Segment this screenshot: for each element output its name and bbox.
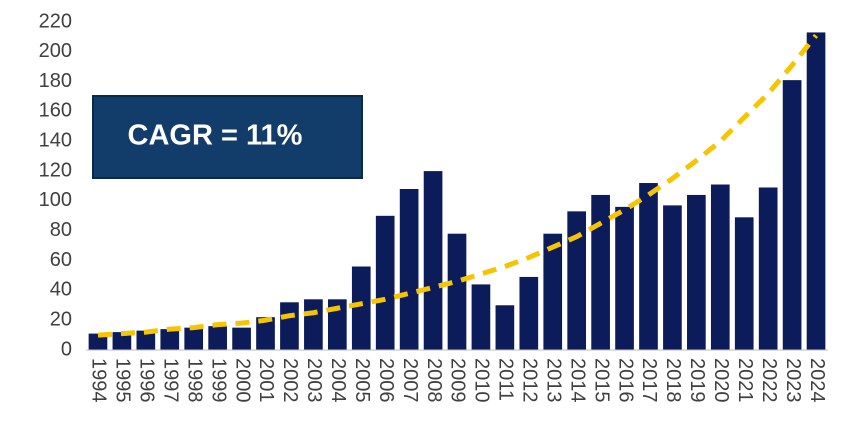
bar — [806, 32, 826, 350]
y-tick-label: 160 — [39, 100, 72, 122]
x-tick-label: 2017 — [638, 358, 660, 403]
y-tick-label: 0 — [61, 338, 72, 360]
bar — [232, 327, 251, 350]
x-tick-label: 1999 — [207, 358, 229, 403]
bar — [591, 194, 610, 350]
x-tick-label: 2021 — [734, 358, 756, 403]
x-tick-label: 2016 — [614, 358, 636, 403]
y-tick-label: 20 — [50, 308, 72, 330]
trend-line — [97, 33, 818, 338]
annotation: CAGR = 11% — [128, 120, 303, 152]
x-tick-label: 1994 — [88, 358, 110, 403]
bar — [208, 326, 227, 350]
x-tick-label: 2023 — [782, 358, 804, 403]
bar — [687, 194, 706, 350]
bar — [543, 233, 563, 350]
y-tick-label: 80 — [50, 219, 72, 241]
bar — [88, 333, 108, 350]
x-tick-label: 2001 — [255, 358, 277, 403]
x-tick-label: 2010 — [471, 358, 493, 403]
x-tick-label: 2005 — [351, 358, 373, 403]
x-tick-label: 2019 — [686, 358, 708, 403]
bar — [495, 305, 515, 350]
annotation-box — [92, 95, 363, 179]
x-tick-label: 2018 — [662, 358, 684, 403]
bar — [471, 284, 491, 350]
bar — [710, 184, 730, 350]
bar — [447, 233, 467, 350]
x-tick-label: 2012 — [519, 358, 541, 403]
y-tick-label: 220 — [39, 10, 72, 32]
x-tick-label: 2009 — [447, 358, 469, 403]
bar — [112, 332, 132, 350]
bar — [734, 217, 754, 350]
bar — [639, 183, 658, 350]
bar — [184, 327, 204, 350]
x-tick-label: 2015 — [590, 358, 612, 403]
bar — [256, 317, 275, 350]
x-tick-label: 2013 — [542, 358, 564, 403]
x-tick-label: 2020 — [710, 358, 732, 403]
x-tick-label: 2011 — [495, 358, 517, 401]
y-tick-label: 180 — [39, 70, 72, 92]
x-tick-label: 2007 — [399, 358, 421, 403]
x-tick-label: 2003 — [303, 358, 325, 403]
y-tick-label: 40 — [50, 279, 72, 301]
y-tick-label: 120 — [39, 159, 72, 181]
x-tick-label: 2024 — [806, 358, 828, 403]
x-tick-label: 1995 — [112, 358, 134, 403]
bar — [280, 302, 299, 350]
bar — [567, 211, 587, 350]
bar — [351, 266, 371, 350]
bar — [615, 206, 634, 350]
y-tick-label: 200 — [39, 40, 72, 62]
bar — [519, 276, 539, 350]
x-tick-label: 2002 — [279, 358, 301, 403]
x-tick-label: 1998 — [183, 358, 205, 403]
bar — [304, 299, 323, 350]
x-tick-label: 2000 — [231, 358, 253, 403]
x-tick-label: 1997 — [159, 358, 181, 403]
bar — [423, 171, 443, 350]
y-tick-label: 100 — [39, 189, 72, 211]
bar — [782, 80, 802, 351]
bar — [136, 330, 156, 350]
x-tick-label: 1996 — [136, 358, 158, 403]
x-tick-label: 2014 — [566, 358, 588, 403]
x-tick-label: 2006 — [375, 358, 397, 403]
x-tick-label: 2004 — [327, 358, 349, 403]
x-tick-label: 2008 — [423, 358, 445, 403]
y-tick-label: 60 — [50, 249, 72, 271]
bar — [758, 187, 778, 350]
y-tick-label: 140 — [39, 130, 72, 152]
bar — [160, 329, 180, 350]
bar — [375, 215, 395, 350]
bar — [327, 299, 347, 350]
bar — [663, 205, 682, 350]
x-tick-label: 2022 — [758, 358, 780, 403]
bar — [399, 188, 419, 350]
